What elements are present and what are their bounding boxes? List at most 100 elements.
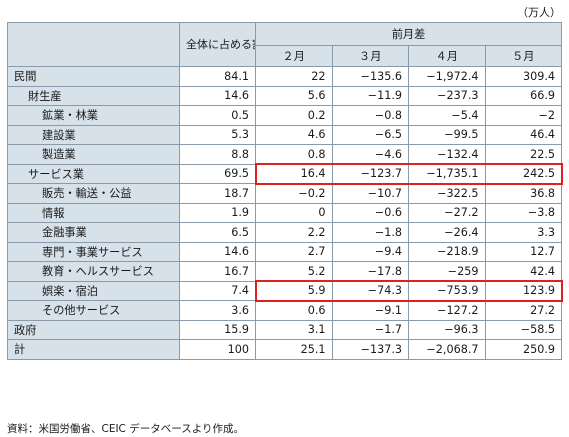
- row-label: 情報: [7, 202, 180, 223]
- table-row: 情報 1.9 0 −0.6 −27.2 −3.8: [7, 202, 563, 223]
- row-label: 鉱業・林業: [7, 105, 180, 126]
- value-cell: 22.5: [484, 144, 563, 165]
- value-cell: −237.3: [408, 85, 486, 106]
- share-cell: 7.4: [179, 280, 256, 301]
- share-cell: 100: [179, 339, 256, 360]
- table-row: 専門・事業サービス 14.6 2.7 −9.4 −218.9 12.7: [7, 241, 563, 262]
- month-header: ５月: [484, 45, 563, 67]
- table-row: 製造業 8.8 0.8 −4.6 −132.4 22.5: [7, 144, 563, 165]
- value-cell: 16.4: [255, 163, 333, 184]
- value-cell: 242.5: [484, 163, 563, 184]
- value-cell: −0.6: [331, 202, 409, 223]
- value-cell: −322.5: [408, 183, 486, 204]
- month-header: ４月: [408, 45, 486, 67]
- value-cell: 3.1: [255, 319, 333, 340]
- table-row: 建設業 5.3 4.6 −6.5 −99.5 46.4: [7, 124, 563, 145]
- value-cell: −11.9: [331, 85, 409, 106]
- value-cell: 42.4: [484, 261, 563, 282]
- value-cell: 2.7: [255, 241, 333, 262]
- value-cell: −4.6: [331, 144, 409, 165]
- share-cell: 16.7: [179, 261, 256, 282]
- value-cell: −5.4: [408, 105, 486, 126]
- value-cell: −96.3: [408, 319, 486, 340]
- value-cell: −1,972.4: [408, 66, 486, 87]
- employment-table-wrapper: 全体に占める割合 前月差 ２月 ３月 ４月 ５月 民間84.122−135.6−…: [7, 22, 563, 360]
- value-cell: −135.6: [331, 66, 409, 87]
- table-row: 政府 15.9 3.1 −1.7 −96.3 −58.5: [7, 319, 563, 340]
- row-label: 財生産: [7, 85, 180, 106]
- value-cell: −753.9: [408, 280, 486, 301]
- share-cell: 3.6: [179, 300, 256, 321]
- share-header: 全体に占める割合: [179, 22, 256, 67]
- value-cell: 123.9: [484, 280, 563, 301]
- table-row: 娯楽・宿泊 7.4 5.9 −74.3 −753.9 123.9: [7, 280, 563, 301]
- row-label: 民間: [7, 66, 180, 87]
- value-cell: 36.8: [484, 183, 563, 204]
- value-cell: −10.7: [331, 183, 409, 204]
- share-cell: 8.8: [179, 144, 256, 165]
- value-cell: 12.7: [484, 241, 563, 262]
- value-cell: −74.3: [331, 280, 409, 301]
- value-cell: 66.9: [484, 85, 563, 106]
- value-cell: 5.2: [255, 261, 333, 282]
- source-note: 資料：米国労働省、CEIC データベースより作成。: [7, 423, 244, 435]
- value-cell: 46.4: [484, 124, 563, 145]
- value-cell: −3.8: [484, 202, 563, 223]
- value-cell: 5.6: [255, 85, 333, 106]
- value-cell: −1.8: [331, 222, 409, 243]
- share-cell: 69.5: [179, 163, 256, 184]
- row-label: 教育・ヘルスサービス: [7, 261, 180, 282]
- table-row: 金融事業 6.5 2.2 −1.8 −26.4 3.3: [7, 222, 563, 243]
- value-cell: 309.4: [484, 66, 563, 87]
- value-cell: −137.3: [331, 339, 409, 360]
- table-row: 教育・ヘルスサービス 16.7 5.2 −17.8 −259 42.4: [7, 261, 563, 282]
- value-cell: 5.9: [255, 280, 333, 301]
- row-label: 販売・輸送・公益: [7, 183, 180, 204]
- value-cell: −2,068.7: [408, 339, 486, 360]
- value-cell: −99.5: [408, 124, 486, 145]
- table-row: 民間 84.1 22 −135.6 −1,972.4 309.4: [7, 66, 563, 87]
- table-row: 鉱業・林業 0.5 0.2 −0.8 −5.4 −2: [7, 105, 563, 126]
- value-cell: −218.9: [408, 241, 486, 262]
- share-cell: 0.5: [179, 105, 256, 126]
- value-cell: 27.2: [484, 300, 563, 321]
- share-cell: 15.9: [179, 319, 256, 340]
- value-cell: −2: [484, 105, 563, 126]
- row-label: 娯楽・宿泊: [7, 280, 180, 301]
- value-cell: 0.2: [255, 105, 333, 126]
- value-cell: 4.6: [255, 124, 333, 145]
- row-label: 製造業: [7, 144, 180, 165]
- value-cell: −0.8: [331, 105, 409, 126]
- table-row: 財生産 14.6 5.6 −11.9 −237.3 66.9: [7, 85, 563, 106]
- value-cell: −132.4: [408, 144, 486, 165]
- corner-cell: [7, 22, 180, 67]
- row-label: 計: [7, 339, 180, 360]
- value-cell: −17.8: [331, 261, 409, 282]
- month-header: ３月: [331, 45, 409, 67]
- row-label: 建設業: [7, 124, 180, 145]
- value-cell: −1.7: [331, 319, 409, 340]
- table-row: サービス業 69.5 16.4 −123.7 −1,735.1 242.5: [7, 163, 563, 184]
- employment-change-table: 全体に占める割合 前月差 ２月 ３月 ４月 ５月 民間84.122−135.6−…: [7, 22, 563, 360]
- value-cell: 0.8: [255, 144, 333, 165]
- value-cell: 25.1: [255, 339, 333, 360]
- row-label: サービス業: [7, 163, 180, 184]
- value-cell: 22: [255, 66, 333, 87]
- unit-label: （万人）: [517, 6, 561, 19]
- share-cell: 5.3: [179, 124, 256, 145]
- value-cell: −58.5: [484, 319, 563, 340]
- value-cell: 0.6: [255, 300, 333, 321]
- share-cell: 6.5: [179, 222, 256, 243]
- value-cell: −6.5: [331, 124, 409, 145]
- value-cell: 3.3: [484, 222, 563, 243]
- value-cell: −127.2: [408, 300, 486, 321]
- value-cell: −9.1: [331, 300, 409, 321]
- row-label: その他サービス: [7, 300, 180, 321]
- table-row: 販売・輸送・公益 18.7 −0.2 −10.7 −322.5 36.8: [7, 183, 563, 204]
- monthly-change-header: 前月差: [254, 22, 563, 46]
- value-cell: −27.2: [408, 202, 486, 223]
- value-cell: −1,735.1: [408, 163, 486, 184]
- value-cell: 250.9: [484, 339, 563, 360]
- value-cell: −259: [408, 261, 486, 282]
- table-row: その他サービス 3.6 0.6 −9.1 −127.2 27.2: [7, 300, 563, 321]
